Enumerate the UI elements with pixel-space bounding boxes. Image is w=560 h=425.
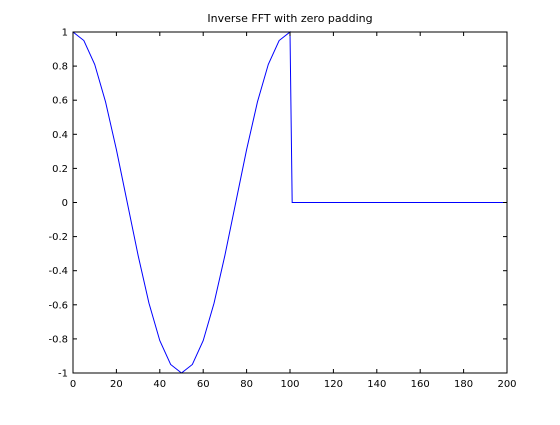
y-tick-label: -0.8 xyxy=(48,334,68,345)
x-tick-label: 120 xyxy=(324,379,343,390)
y-tick-label: 0 xyxy=(62,198,68,209)
y-tick-label: 0.6 xyxy=(52,96,68,107)
x-tick-label: 140 xyxy=(367,379,386,390)
y-tick-label: 1 xyxy=(62,28,68,39)
y-tick-label: 0.8 xyxy=(52,62,68,73)
y-tick-label: -1 xyxy=(58,369,68,380)
y-tick-label: -0.6 xyxy=(48,300,68,311)
series-line xyxy=(72,30,507,374)
y-tick-label: 0.2 xyxy=(52,164,68,175)
y-tick-label: 0.4 xyxy=(52,130,68,141)
x-tick-label: 20 xyxy=(110,379,123,390)
x-tick-label: 0 xyxy=(70,379,76,390)
x-tick-label: 160 xyxy=(411,379,430,390)
x-tick-label: 40 xyxy=(153,379,166,390)
x-tick-label: 80 xyxy=(240,379,253,390)
chart-title: Inverse FFT with zero padding xyxy=(207,12,372,25)
x-tick-label: 100 xyxy=(280,379,299,390)
x-tick-label: 200 xyxy=(497,379,516,390)
x-tick-label: 60 xyxy=(197,379,210,390)
y-tick-label: -0.4 xyxy=(48,266,68,277)
x-tick-label: 180 xyxy=(454,379,473,390)
y-tick-label: -0.2 xyxy=(48,232,68,243)
